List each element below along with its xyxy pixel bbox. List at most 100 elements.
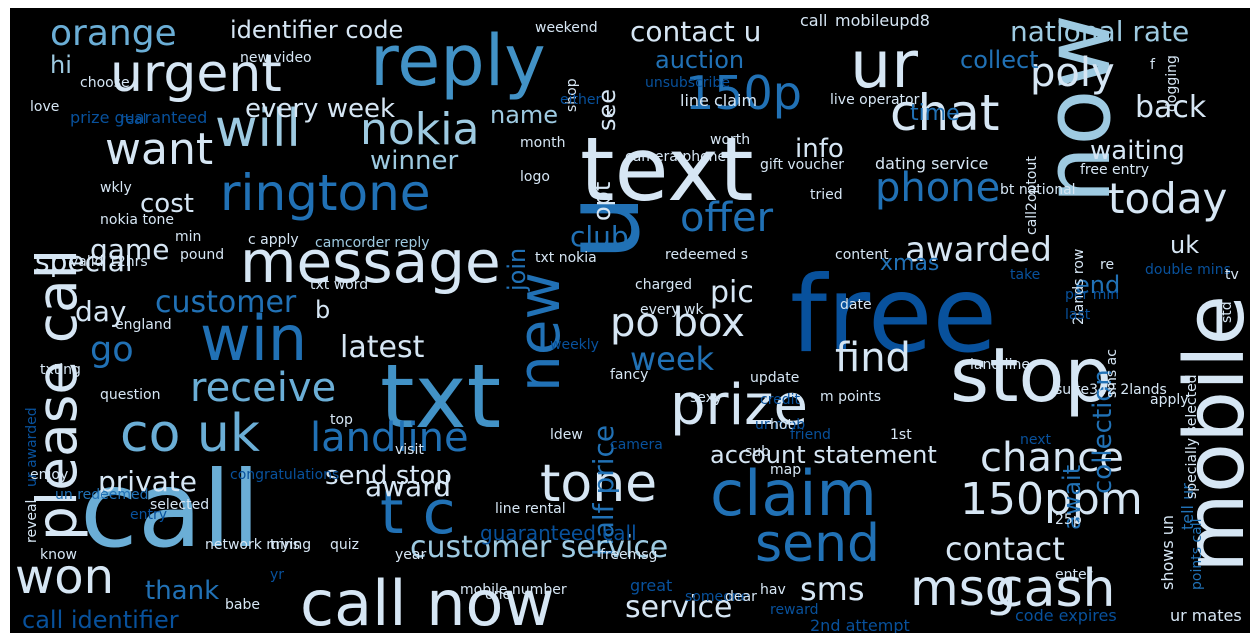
cloud-word: un redeemed — [55, 487, 149, 503]
cloud-word: auction — [655, 46, 745, 74]
cloud-word: re — [1100, 257, 1115, 273]
cloud-word: dogging — [1164, 54, 1180, 112]
cloud-word: call now — [300, 567, 555, 634]
cloud-word: question — [100, 387, 161, 403]
cloud-word: call — [800, 11, 828, 30]
cloud-word: orange — [50, 13, 177, 54]
cloud-word: uk — [1170, 231, 1200, 259]
cloud-word: congratulations — [230, 467, 340, 483]
cloud-word: std — [1219, 301, 1235, 324]
cloud-word: chat — [890, 84, 1000, 142]
cloud-word: new video — [240, 50, 312, 66]
cloud-word: content — [835, 247, 889, 263]
cloud-word: tone — [540, 454, 658, 514]
cloud-word: win — [200, 302, 308, 375]
cloud-word: reveal — [24, 499, 40, 544]
cloud-word: charged — [635, 277, 693, 293]
cloud-word: date — [840, 297, 872, 313]
cloud-word: info — [795, 134, 844, 164]
cloud-word: live operator — [830, 92, 920, 108]
cloud-word: 1st — [890, 427, 912, 443]
cloud-word: worth — [710, 132, 751, 148]
cloud-word: tv — [1225, 267, 1239, 283]
cloud-word: line rental — [495, 501, 566, 517]
cloud-word: back — [1135, 90, 1207, 125]
cloud-word: 2nd attempt — [810, 616, 910, 634]
cloud-word: c apply — [248, 232, 299, 248]
cloud-word: call — [80, 449, 261, 571]
cloud-word: reply — [370, 20, 546, 102]
cloud-word: specially selected — [1184, 374, 1200, 500]
cloud-word: winner — [370, 146, 459, 176]
cloud-word: yr — [270, 567, 285, 583]
cloud-word: waiting — [1090, 136, 1185, 166]
cloud-word: mobileupd8 — [835, 11, 930, 30]
cloud-word: redeemed s — [665, 247, 749, 263]
cloud-word: enjoy — [30, 467, 69, 483]
cloud-word: month — [520, 135, 566, 151]
cloud-word: friend — [790, 427, 831, 443]
cloud-word: sexy — [690, 390, 723, 406]
cloud-word: quiz — [330, 537, 359, 553]
cloud-word: year — [395, 547, 427, 563]
cloud-word: england — [115, 317, 172, 333]
cloud-word: cost — [140, 189, 194, 219]
cloud-word: top — [330, 412, 353, 428]
cloud-word: line claim — [680, 91, 758, 110]
cloud-word: t c — [380, 478, 456, 548]
cloud-word: someone — [685, 589, 750, 605]
cloud-word: private — [98, 465, 197, 498]
cloud-word: weekend — [535, 20, 598, 36]
cloud-word: cash — [995, 559, 1116, 619]
cloud-word: ldew — [550, 427, 583, 443]
cloud-word: 150p — [685, 66, 802, 120]
cloud-word: valid 12hrs — [70, 254, 148, 270]
cloud-word: credit — [760, 392, 801, 408]
cloud-word: mobile number — [460, 582, 567, 598]
cloud-word: message — [240, 228, 501, 296]
cloud-word: suite342 2lands — [1055, 382, 1167, 398]
cloud-word: day — [75, 295, 127, 328]
cloud-word: latest — [340, 330, 425, 365]
cloud-word: ur mates — [1170, 606, 1242, 625]
cloud-word: pound — [180, 247, 225, 263]
cloud-word: send stop — [325, 461, 452, 491]
cloud-word: game — [90, 233, 170, 266]
cloud-word: text — [580, 118, 754, 221]
cloud-word: co uk — [120, 404, 261, 464]
cloud-word: hi — [50, 51, 72, 79]
cloud-word: hav — [760, 582, 786, 598]
cloud-word: 25p — [1055, 512, 1082, 528]
cloud-word: selected — [150, 497, 210, 513]
cloud-word: great — [630, 576, 673, 595]
cloud-word: poly — [1030, 50, 1115, 96]
cloud-word: real — [120, 112, 147, 128]
cloud-word: chance — [980, 435, 1124, 481]
cloud-word: unsubscribe — [645, 75, 730, 91]
cloud-word: customer service — [410, 530, 669, 565]
cloud-word: freemsg — [600, 547, 658, 563]
cloud-word: b — [315, 296, 331, 324]
cloud-word: sms — [800, 570, 865, 608]
cloud-word: landline — [310, 415, 469, 461]
cloud-word: bt national — [1000, 182, 1076, 198]
cloud-word: visit — [395, 442, 424, 458]
cloud-word: per min — [1065, 287, 1120, 303]
cloud-word: f — [1150, 57, 1155, 73]
cloud-word: logo — [520, 169, 550, 185]
cloud-word: join — [503, 247, 531, 291]
cloud-word: week — [630, 340, 715, 378]
cloud-word: know — [40, 547, 77, 563]
cloud-word: next — [1020, 432, 1052, 448]
cloud-word: identifier code — [230, 16, 404, 44]
cloud-word: take — [1010, 267, 1041, 283]
cloud-word: m points — [820, 389, 882, 405]
cloud-word: po box — [610, 300, 745, 346]
cloud-word: tried — [810, 187, 843, 203]
cloud-word: update — [750, 370, 800, 386]
word-cloud: free call text txt now mobile stop u ur reply call… — [10, 8, 1250, 633]
cloud-word: won — [15, 549, 115, 605]
cloud-word: code expires — [1015, 606, 1117, 625]
cloud-word: map — [770, 462, 802, 478]
cloud-word: network mins — [205, 537, 300, 553]
